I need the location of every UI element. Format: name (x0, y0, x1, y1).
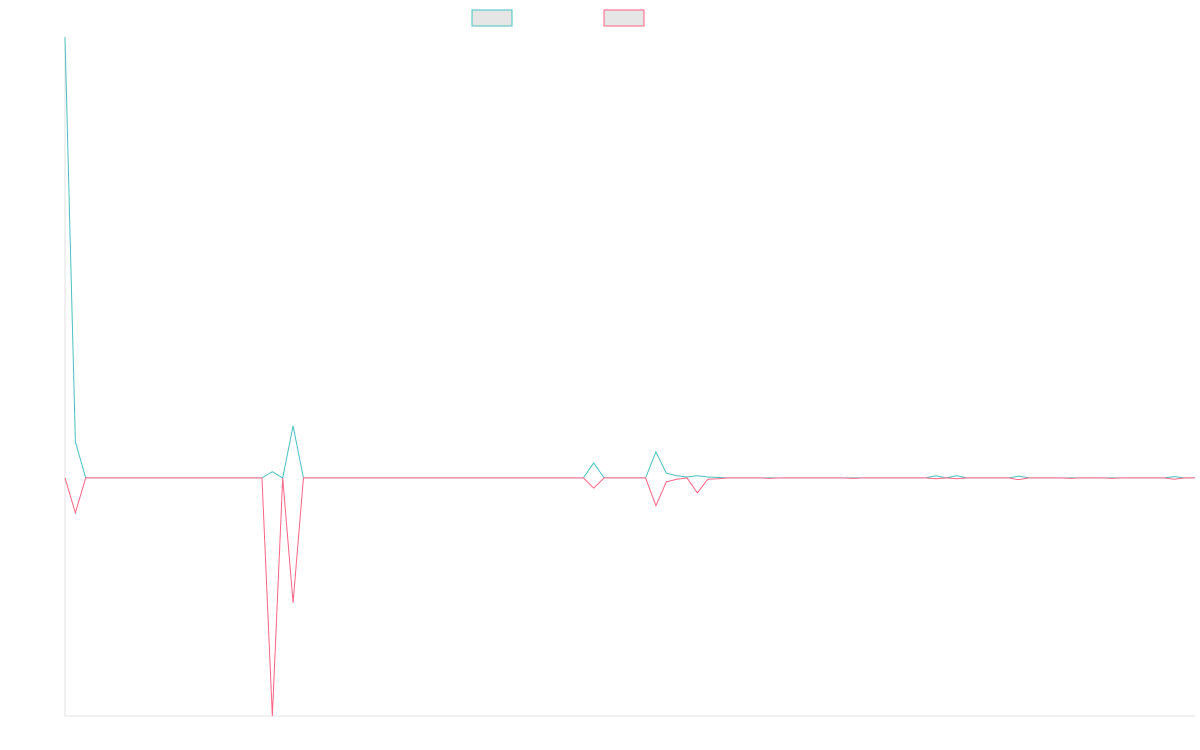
legend-swatch[interactable] (603, 9, 645, 27)
legend-swatch[interactable] (471, 9, 513, 27)
line-series (64, 477, 1195, 717)
line-series (64, 36, 1195, 479)
